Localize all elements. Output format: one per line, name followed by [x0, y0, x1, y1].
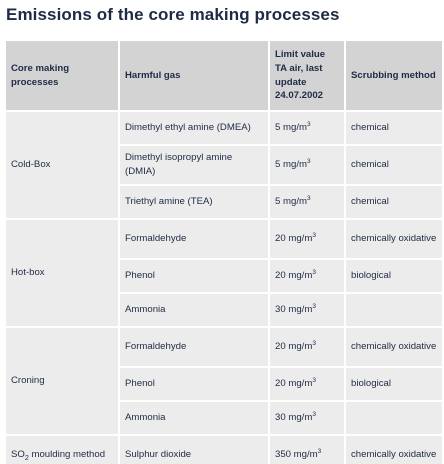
scrubbing-cell: chemically oxidative	[344, 218, 444, 260]
limit-cell: 30 mg/m3	[268, 292, 346, 328]
limit-exponent: 3	[307, 194, 311, 202]
emissions-table: Core making processes Harmful gas Limit …	[4, 39, 444, 464]
limit-value: 20 mg/m	[275, 378, 313, 390]
process-cell: Croning	[4, 326, 120, 436]
header-scrubbing: Scrubbing method	[344, 39, 444, 112]
scrubbing-cell	[344, 292, 444, 328]
table-row: Phenol 20 mg/m3 biological	[5, 366, 444, 402]
limit-value: 350 mg/m	[275, 449, 318, 461]
scrubbing-cell: chemical	[344, 110, 444, 146]
limit-cell: 20 mg/m3	[268, 258, 346, 294]
limit-cell: 20 mg/m3	[268, 366, 346, 402]
scrubbing-cell: chemically oxidative	[344, 434, 444, 464]
process-text: SO	[11, 449, 25, 461]
table-row: Dimethyl isopropyl amine (DMIA) 5 mg/m3 …	[5, 144, 444, 186]
limit-exponent: 3	[312, 268, 316, 276]
limit-exponent: 3	[312, 376, 316, 384]
limit-value: 5 mg/m	[275, 196, 307, 208]
limit-exponent: 3	[312, 302, 316, 310]
limit-cell: 5 mg/m3	[268, 184, 346, 220]
table-header-row: Core making processes Harmful gas Limit …	[4, 39, 444, 112]
table-row: Croning Formaldehyde 20 mg/m3 chemically…	[4, 326, 444, 436]
limit-exponent: 3	[307, 120, 311, 128]
limit-exponent: 3	[307, 157, 311, 165]
process-cell: SO2 moulding method	[4, 434, 120, 464]
limit-exponent: 3	[312, 339, 316, 347]
table-row: SO2 moulding method Sulphur dioxide 350 …	[4, 434, 444, 464]
limit-cell: 5 mg/m3	[268, 144, 346, 186]
gas-cell: Ammonia	[118, 400, 270, 436]
gas-cell: Ammonia	[118, 292, 270, 328]
header-process: Core making processes	[4, 39, 120, 112]
table-row: Cold-Box Dimethyl ethyl amine (DMEA) 5 m…	[4, 110, 444, 220]
page-title: Emissions of the core making processes	[6, 5, 340, 24]
limit-value: 20 mg/m	[275, 270, 313, 282]
limit-exponent: 3	[317, 447, 322, 455]
limit-cell: 30 mg/m3	[268, 400, 346, 436]
limit-value: 5 mg/m	[275, 122, 307, 134]
limit-value: 20 mg/m	[275, 233, 313, 245]
gas-cell: Triethyl amine (TEA)	[118, 184, 270, 220]
table-row: Triethyl amine (TEA) 5 mg/m3 chemical	[5, 184, 444, 220]
gas-cell: Sulphur dioxide	[118, 434, 270, 464]
limit-exponent: 3	[312, 231, 316, 239]
limit-value: 5 mg/m	[275, 159, 307, 171]
process-cell: Cold-Box	[4, 110, 120, 220]
process-subscript: 2	[24, 454, 29, 462]
limit-cell: 5 mg/m3	[268, 110, 346, 146]
header-gas: Harmful gas	[118, 39, 270, 112]
table-row: Ammonia 30 mg/m3	[5, 400, 444, 436]
limit-cell: 350 mg/m3	[268, 434, 346, 464]
gas-cell: Formaldehyde	[118, 326, 270, 368]
gas-cell: Phenol	[118, 258, 270, 294]
limit-exponent: 3	[312, 410, 316, 418]
table-row: Hot-box Formaldehyde 20 mg/m3 chemically…	[4, 218, 444, 328]
table-row: Phenol 20 mg/m3 biological	[5, 258, 444, 294]
scrubbing-cell: biological	[344, 366, 444, 402]
gas-cell: Phenol	[118, 366, 270, 402]
limit-value: 20 mg/m	[275, 341, 313, 353]
scrubbing-cell	[344, 400, 444, 436]
gas-cell: Dimethyl ethyl amine (DMEA)	[118, 110, 270, 146]
limit-cell: 20 mg/m3	[268, 218, 346, 260]
limit-cell: 20 mg/m3	[268, 326, 346, 368]
limit-value: 30 mg/m	[275, 412, 313, 424]
gas-cell: Formaldehyde	[118, 218, 270, 260]
process-text-suffix: moulding method	[28, 449, 106, 461]
header-limit: Limit value TA air, last update 24.07.20…	[268, 39, 346, 112]
scrubbing-cell: biological	[344, 258, 444, 294]
scrubbing-cell: chemical	[344, 184, 444, 220]
scrubbing-cell: chemical	[344, 144, 444, 186]
limit-value: 30 mg/m	[275, 304, 313, 316]
process-cell: Hot-box	[4, 218, 120, 328]
table-row: Ammonia 30 mg/m3	[5, 292, 444, 328]
scrubbing-cell: chemically oxidative	[344, 326, 444, 368]
gas-cell: Dimethyl isopropyl amine (DMIA)	[118, 144, 270, 186]
